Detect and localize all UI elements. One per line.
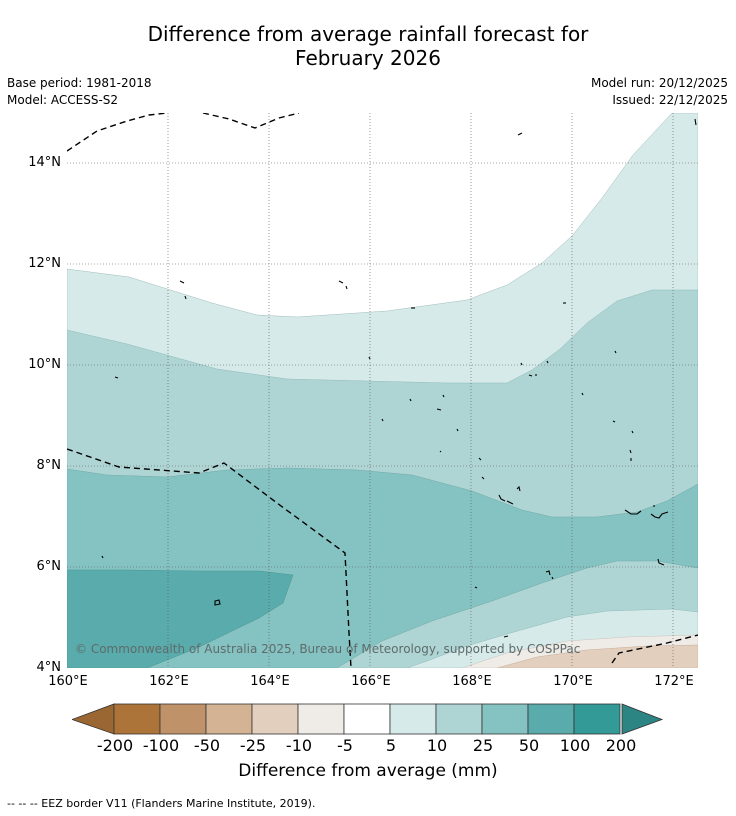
island <box>612 420 616 423</box>
island <box>498 494 506 502</box>
legend-label: -200 <box>96 736 134 755</box>
gridlines <box>67 113 698 668</box>
island <box>520 362 523 366</box>
lat-label-10n: 10°N <box>28 357 61 372</box>
legend-label: -25 <box>239 736 267 755</box>
legend-extend-high <box>621 703 664 735</box>
eez-borders <box>67 113 698 668</box>
legend-swatch <box>205 703 253 735</box>
island <box>456 428 459 432</box>
lat-label-14n: 14°N <box>28 155 61 170</box>
island <box>506 500 514 505</box>
eez-border-north-2 <box>202 113 300 129</box>
island <box>624 509 642 515</box>
island <box>345 285 348 290</box>
island <box>381 418 384 422</box>
island <box>528 374 533 377</box>
island <box>546 360 549 364</box>
island <box>439 450 442 453</box>
legend-swatch <box>435 703 483 735</box>
island <box>545 570 551 576</box>
eez-footnote: -- -- -- EEZ border V11 (Flanders Marine… <box>7 797 316 810</box>
legend-label: 10 <box>426 736 448 755</box>
legend-swatch <box>389 703 437 735</box>
copyright-text: © Commonwealth of Australia 2025, Bureau… <box>75 642 580 656</box>
map-title-line1: Difference from average rainfall forecas… <box>147 22 589 46</box>
legend-label: 50 <box>518 736 540 755</box>
island <box>657 558 665 566</box>
base-period: Base period: 1981-2018 <box>7 76 152 90</box>
island <box>631 430 634 434</box>
island <box>436 408 442 411</box>
island <box>629 449 632 454</box>
islands <box>101 118 697 638</box>
meta-right: Model run: 20/12/2025 Issued: 22/12/2025 <box>591 75 728 109</box>
legend-label: 25 <box>472 736 494 755</box>
legend-label: -5 <box>337 736 353 755</box>
legend-label: 100 <box>559 736 591 755</box>
lat-label-12n: 12°N <box>28 256 61 271</box>
lon-label-166e: 166°E <box>351 674 391 689</box>
island <box>214 599 221 606</box>
legend-swatch <box>343 703 391 735</box>
legend-swatch <box>113 703 161 735</box>
lon-label-164e: 164°E <box>250 674 290 689</box>
legend-swatch <box>251 703 299 735</box>
lon-label-162e: 162°E <box>149 674 189 689</box>
band-50-100 <box>67 569 294 668</box>
island <box>614 350 617 354</box>
island <box>101 555 104 559</box>
legend-label: 200 <box>605 736 637 755</box>
legend-swatch <box>527 703 575 735</box>
legend-swatch <box>297 703 345 735</box>
legend-colorbar <box>72 703 664 735</box>
island <box>581 392 584 396</box>
model-name: Model: ACCESS-S2 <box>7 93 119 107</box>
lon-label-160e: 160°E <box>48 674 88 689</box>
island <box>368 356 371 360</box>
island <box>481 476 485 480</box>
lon-label-168e: 168°E <box>452 674 492 689</box>
island <box>694 118 697 126</box>
meta-left: Base period: 1981-2018 Model: ACCESS-S2 <box>7 75 152 109</box>
island <box>338 280 344 284</box>
legend-label: -100 <box>142 736 180 755</box>
island <box>517 132 523 136</box>
legend-label: -10 <box>285 736 313 755</box>
island <box>114 376 119 379</box>
map-title-line2: February 2026 <box>295 46 441 70</box>
eez-border-north <box>67 113 168 152</box>
lat-label-8n: 8°N <box>36 458 62 473</box>
legend-swatch <box>481 703 529 735</box>
legend-label: 5 <box>385 736 397 755</box>
rainfall-map: © Commonwealth of Australia 2025, Bureau… <box>67 113 698 668</box>
island <box>650 511 669 519</box>
legend-swatch <box>573 703 621 735</box>
island <box>184 295 187 300</box>
legend-swatches <box>113 703 621 735</box>
legend-label: -50 <box>193 736 221 755</box>
legend-extend-low <box>72 703 115 735</box>
island <box>551 576 554 580</box>
island <box>409 398 412 402</box>
island <box>503 635 509 638</box>
model-run: Model run: 20/12/2025 <box>590 76 728 90</box>
island <box>516 485 521 492</box>
lat-label-4n: 4°N <box>36 660 62 675</box>
island <box>478 457 482 461</box>
map-title: Difference from average rainfall forecas… <box>0 22 736 70</box>
lat-label-6n: 6°N <box>36 559 62 574</box>
island <box>442 394 445 398</box>
island <box>179 280 185 284</box>
lon-label-172e: 172°E <box>654 674 694 689</box>
issued-date: Issued: 22/12/2025 <box>612 93 728 107</box>
legend-title: Difference from average (mm) <box>238 761 498 781</box>
legend-swatch <box>159 703 207 735</box>
island <box>474 586 478 589</box>
eez-border-west <box>67 448 352 668</box>
band-neg10-neg25 <box>496 644 698 668</box>
lon-label-170e: 170°E <box>553 674 593 689</box>
